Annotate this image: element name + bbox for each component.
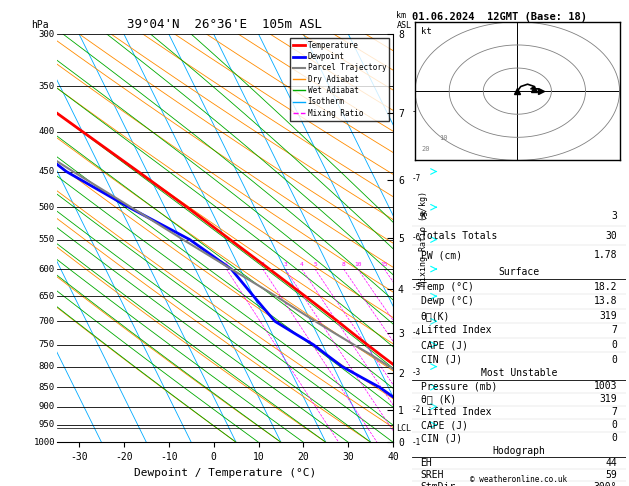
Text: 10: 10 bbox=[354, 261, 362, 267]
Text: 0: 0 bbox=[611, 355, 617, 364]
Text: kt: kt bbox=[421, 27, 432, 36]
Text: 7: 7 bbox=[611, 407, 617, 417]
Text: 44: 44 bbox=[606, 458, 617, 468]
Text: 550: 550 bbox=[39, 235, 55, 244]
Text: K: K bbox=[421, 211, 426, 221]
Text: 850: 850 bbox=[39, 382, 55, 392]
Title: 39°04'N  26°36'E  105m ASL: 39°04'N 26°36'E 105m ASL bbox=[127, 18, 323, 32]
Text: -7: -7 bbox=[411, 174, 421, 183]
Text: hPa: hPa bbox=[31, 20, 49, 30]
Text: 300: 300 bbox=[39, 30, 55, 38]
Text: 5: 5 bbox=[313, 261, 317, 267]
Text: 3: 3 bbox=[284, 261, 287, 267]
Text: StmDir: StmDir bbox=[421, 482, 456, 486]
Text: 1003: 1003 bbox=[594, 382, 617, 391]
Text: 30: 30 bbox=[606, 231, 617, 241]
Text: 59: 59 bbox=[606, 470, 617, 480]
Text: 15: 15 bbox=[381, 261, 388, 267]
Text: Totals Totals: Totals Totals bbox=[421, 231, 497, 241]
Text: Pressure (mb): Pressure (mb) bbox=[421, 382, 497, 391]
Text: Lifted Index: Lifted Index bbox=[421, 326, 491, 335]
Text: -5: -5 bbox=[411, 283, 421, 292]
Text: 300°: 300° bbox=[594, 482, 617, 486]
Text: 500: 500 bbox=[39, 203, 55, 212]
Legend: Temperature, Dewpoint, Parcel Trajectory, Dry Adiabat, Wet Adiabat, Isotherm, Mi: Temperature, Dewpoint, Parcel Trajectory… bbox=[290, 38, 389, 121]
Text: Dewp (°C): Dewp (°C) bbox=[421, 296, 474, 306]
Text: CIN (J): CIN (J) bbox=[421, 355, 462, 364]
Text: 13.8: 13.8 bbox=[594, 296, 617, 306]
Text: 0: 0 bbox=[611, 340, 617, 350]
Text: 650: 650 bbox=[39, 292, 55, 301]
Text: 4: 4 bbox=[300, 261, 304, 267]
Text: Surface: Surface bbox=[498, 267, 540, 277]
Text: 450: 450 bbox=[39, 167, 55, 176]
Text: © weatheronline.co.uk: © weatheronline.co.uk bbox=[470, 474, 567, 484]
Text: km
ASL: km ASL bbox=[396, 11, 411, 30]
Text: 20: 20 bbox=[422, 146, 430, 152]
Text: 319: 319 bbox=[599, 394, 617, 404]
Text: Mixing Ratio (g/kg): Mixing Ratio (g/kg) bbox=[419, 191, 428, 286]
Text: 319: 319 bbox=[599, 311, 617, 321]
Text: 2: 2 bbox=[261, 261, 265, 267]
Text: -2: -2 bbox=[411, 405, 421, 414]
Text: 1.78: 1.78 bbox=[594, 250, 617, 260]
Text: Hodograph: Hodograph bbox=[493, 446, 545, 456]
Text: 01.06.2024  12GMT (Base: 18): 01.06.2024 12GMT (Base: 18) bbox=[412, 12, 587, 22]
Text: 8: 8 bbox=[342, 261, 345, 267]
Text: 1: 1 bbox=[225, 261, 228, 267]
Text: -8: -8 bbox=[411, 107, 421, 116]
Text: Lifted Index: Lifted Index bbox=[421, 407, 491, 417]
Text: EH: EH bbox=[421, 458, 432, 468]
Text: θᴄ (K): θᴄ (K) bbox=[421, 394, 456, 404]
Text: 18.2: 18.2 bbox=[594, 282, 617, 292]
Text: 0: 0 bbox=[611, 433, 617, 443]
Text: 800: 800 bbox=[39, 362, 55, 371]
X-axis label: Dewpoint / Temperature (°C): Dewpoint / Temperature (°C) bbox=[134, 468, 316, 478]
Text: -3: -3 bbox=[411, 368, 421, 378]
Text: 750: 750 bbox=[39, 340, 55, 349]
Text: 10: 10 bbox=[439, 135, 447, 140]
Text: CAPE (J): CAPE (J) bbox=[421, 340, 467, 350]
Text: 1000: 1000 bbox=[33, 438, 55, 447]
Text: CIN (J): CIN (J) bbox=[421, 433, 462, 443]
Text: 7: 7 bbox=[611, 326, 617, 335]
Text: -6: -6 bbox=[411, 233, 421, 242]
Text: 900: 900 bbox=[39, 402, 55, 411]
Text: Temp (°C): Temp (°C) bbox=[421, 282, 474, 292]
Text: 400: 400 bbox=[39, 127, 55, 136]
Text: 0: 0 bbox=[611, 420, 617, 430]
Text: SREH: SREH bbox=[421, 470, 444, 480]
Text: 700: 700 bbox=[39, 317, 55, 326]
Text: LCL: LCL bbox=[396, 424, 411, 433]
Text: 600: 600 bbox=[39, 264, 55, 274]
Text: Most Unstable: Most Unstable bbox=[481, 368, 557, 379]
Text: 3: 3 bbox=[611, 211, 617, 221]
Text: 950: 950 bbox=[39, 420, 55, 429]
Text: PW (cm): PW (cm) bbox=[421, 250, 462, 260]
Text: -4: -4 bbox=[411, 328, 421, 337]
Text: θᴄ(K): θᴄ(K) bbox=[421, 311, 450, 321]
Text: -1: -1 bbox=[411, 438, 421, 447]
Text: CAPE (J): CAPE (J) bbox=[421, 420, 467, 430]
Text: 350: 350 bbox=[39, 82, 55, 91]
